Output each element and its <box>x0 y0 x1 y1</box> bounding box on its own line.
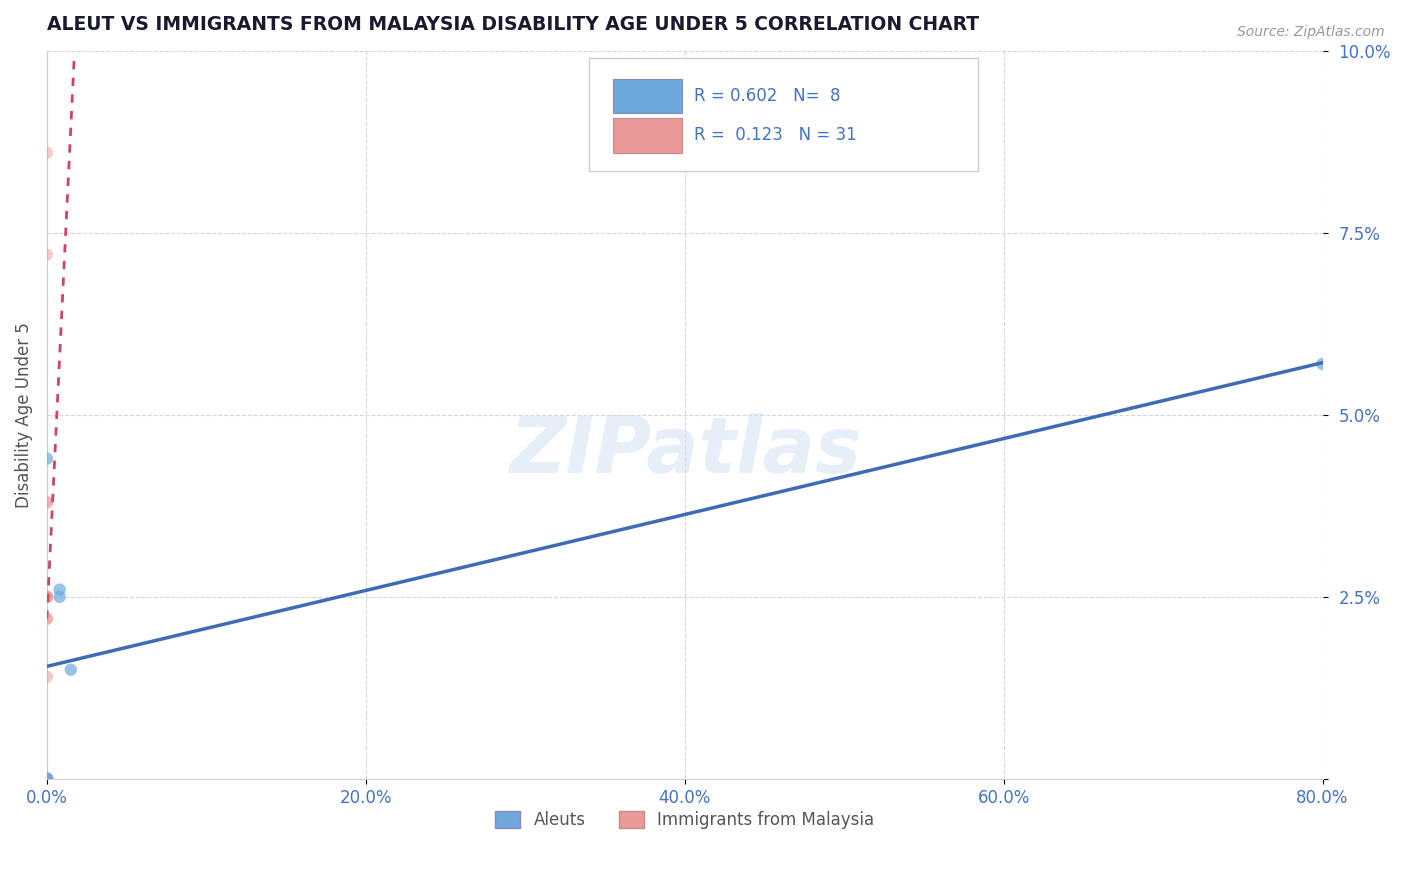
Point <box>35 495 58 509</box>
Point <box>35 772 58 786</box>
Point <box>35 495 58 509</box>
FancyBboxPatch shape <box>613 78 682 113</box>
Point <box>35 612 58 626</box>
Text: ALEUT VS IMMIGRANTS FROM MALAYSIA DISABILITY AGE UNDER 5 CORRELATION CHART: ALEUT VS IMMIGRANTS FROM MALAYSIA DISABI… <box>46 15 979 34</box>
Point <box>35 772 58 786</box>
Point <box>35 248 58 262</box>
Point <box>35 772 58 786</box>
Point <box>35 772 58 786</box>
Text: R = 0.602   N=  8: R = 0.602 N= 8 <box>693 87 841 105</box>
Point <box>35 590 58 604</box>
Point <box>35 772 58 786</box>
Point <box>35 670 58 684</box>
Text: Source: ZipAtlas.com: Source: ZipAtlas.com <box>1237 25 1385 39</box>
Point <box>35 145 58 160</box>
Point <box>35 772 58 786</box>
Point <box>35 772 58 786</box>
Point <box>35 772 58 786</box>
Point <box>35 590 58 604</box>
Point <box>35 772 58 786</box>
Point <box>35 612 58 626</box>
Y-axis label: Disability Age Under 5: Disability Age Under 5 <box>15 322 32 508</box>
Text: ZIPatlas: ZIPatlas <box>509 413 860 490</box>
Legend: Aleuts, Immigrants from Malaysia: Aleuts, Immigrants from Malaysia <box>488 805 882 836</box>
FancyBboxPatch shape <box>613 118 682 153</box>
Point <box>35 772 58 786</box>
Point <box>59 663 82 677</box>
Point <box>35 772 58 786</box>
Point <box>35 451 58 466</box>
Point <box>35 772 58 786</box>
Point <box>35 772 58 786</box>
Point <box>35 772 58 786</box>
Point <box>35 772 58 786</box>
Point <box>35 772 58 786</box>
Text: R =  0.123   N = 31: R = 0.123 N = 31 <box>693 127 856 145</box>
Point <box>35 590 58 604</box>
Point <box>35 772 58 786</box>
Point <box>35 772 58 786</box>
Point <box>1312 357 1334 371</box>
Point <box>35 772 58 786</box>
Point <box>48 582 70 597</box>
Point <box>35 772 58 786</box>
Point <box>48 590 70 604</box>
Point <box>35 772 58 786</box>
Point <box>35 772 58 786</box>
Point <box>35 772 58 786</box>
Point <box>35 590 58 604</box>
FancyBboxPatch shape <box>589 58 979 171</box>
